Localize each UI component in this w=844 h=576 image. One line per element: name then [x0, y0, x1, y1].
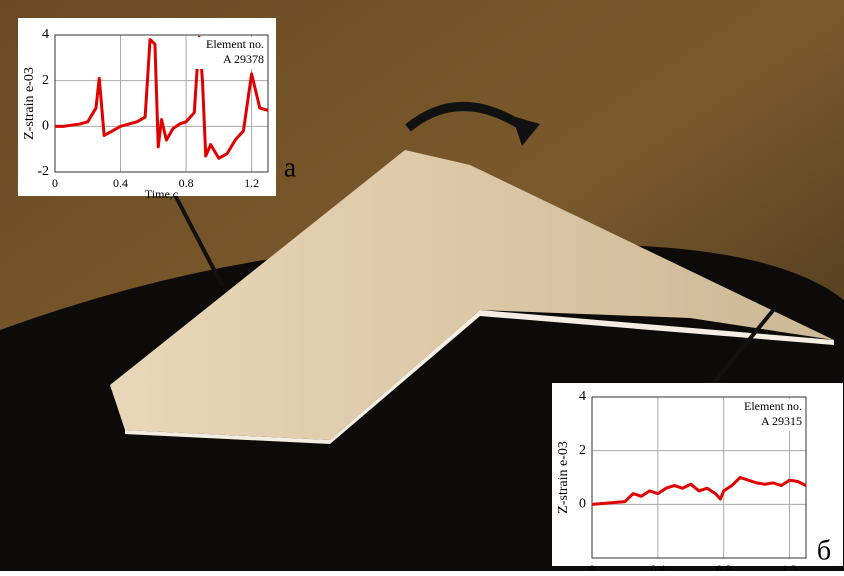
x-tick-label: 1.2: [782, 562, 797, 571]
y-axis-label: Z-strain e-03: [556, 441, 571, 514]
panel-label: б: [817, 535, 831, 566]
annotation: Element no.: [744, 399, 802, 413]
x-tick-label: 0.8: [179, 176, 194, 190]
annotation: A 29378: [223, 52, 264, 66]
panel-label: а: [284, 152, 297, 183]
figure: 00.40.81.2-2024Element no.A 29378Time,cZ…: [0, 0, 844, 571]
x-tick-label: 0: [52, 176, 58, 190]
y-tick-label: 4: [579, 389, 586, 404]
y-tick-label: 2: [579, 443, 586, 458]
x-axis-label: Time,c: [145, 187, 178, 201]
x-tick-label: 0: [589, 562, 595, 571]
y-tick-label: 2: [42, 73, 49, 88]
y-axis-label: Z-strain e-03: [22, 67, 37, 140]
annotation: A 29315: [761, 414, 802, 428]
y-tick-label: 0: [579, 497, 586, 512]
y-tick-label: 4: [42, 27, 49, 42]
y-tick-label: 0: [42, 119, 49, 134]
x-tick-label: 0.4: [113, 176, 128, 190]
x-tick-label: 0.8: [716, 562, 731, 571]
y-tick-label: -2: [37, 164, 49, 179]
annotation: Element no.: [206, 37, 264, 51]
x-tick-label: 0.4: [650, 562, 665, 571]
x-tick-label: 1.2: [244, 176, 259, 190]
